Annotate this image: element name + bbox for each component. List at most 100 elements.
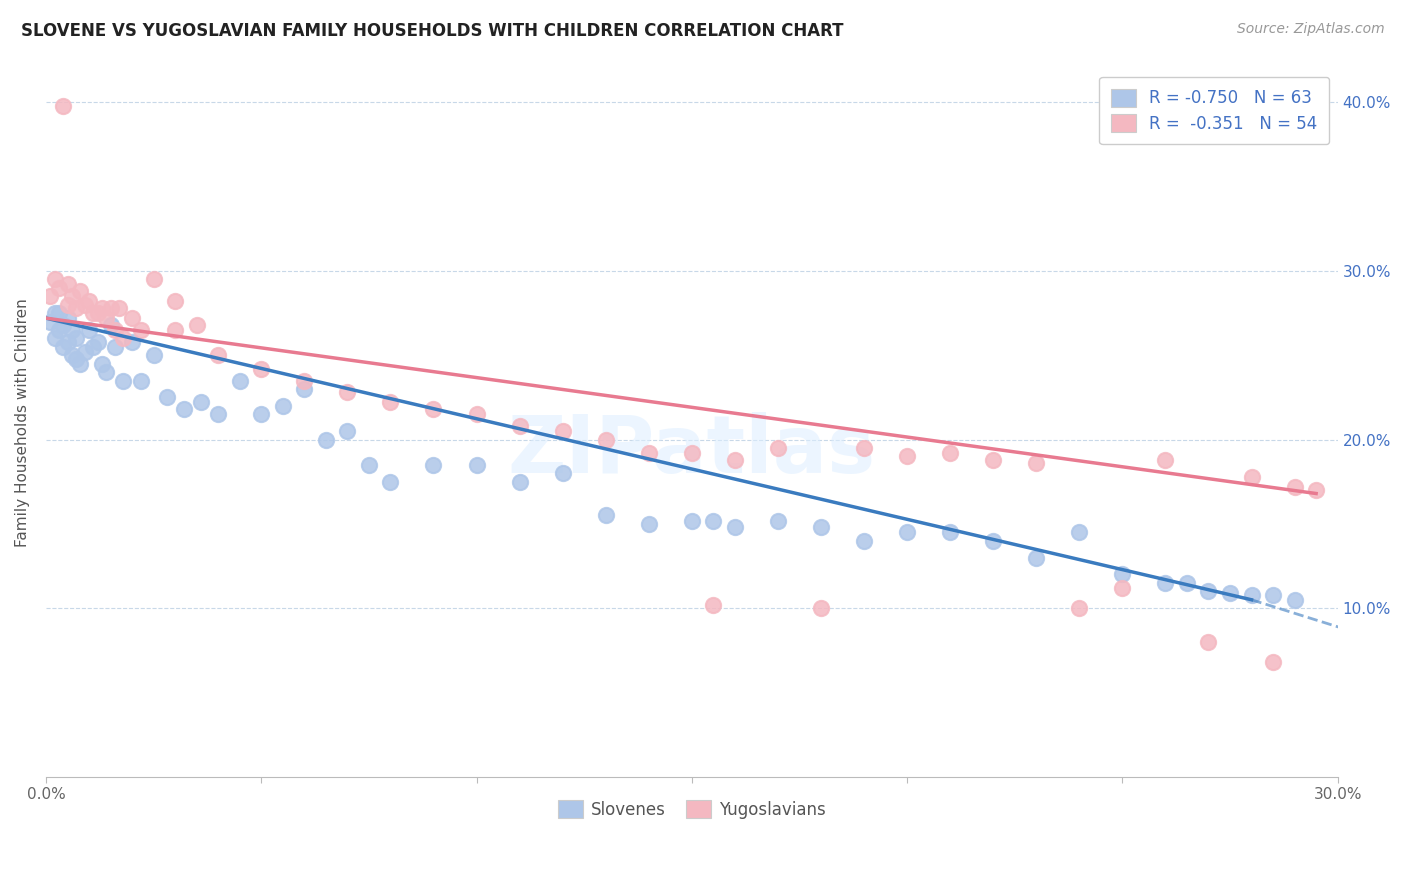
Point: [981, 533, 1004, 548]
Point: [65, 301, 87, 315]
Point: [69, 357, 91, 371]
Point: [39, 289, 62, 303]
Point: [73, 298, 96, 312]
Point: [121, 334, 143, 349]
Point: [52, 340, 75, 354]
Point: [250, 407, 273, 421]
Point: [44, 272, 66, 286]
Point: [724, 452, 747, 467]
Point: [1284, 480, 1306, 494]
Point: [155, 391, 177, 405]
Text: Source: ZipAtlas.com: Source: ZipAtlas.com: [1237, 22, 1385, 37]
Point: [336, 385, 359, 400]
Point: [1154, 452, 1177, 467]
Point: [142, 272, 165, 286]
Point: [724, 520, 747, 534]
Point: [65, 351, 87, 366]
Point: [48, 281, 70, 295]
Point: [190, 395, 212, 409]
Point: [228, 374, 250, 388]
Point: [39, 314, 62, 328]
Point: [100, 318, 122, 332]
Point: [60, 323, 83, 337]
Point: [1284, 592, 1306, 607]
Point: [56, 334, 79, 349]
Point: [56, 298, 79, 312]
Point: [129, 323, 152, 337]
Point: [48, 306, 70, 320]
Point: [73, 344, 96, 359]
Point: [112, 374, 135, 388]
Point: [52, 98, 75, 112]
Point: [1219, 586, 1241, 600]
Point: [1261, 588, 1284, 602]
Point: [86, 306, 108, 320]
Point: [380, 395, 402, 409]
Point: [1261, 655, 1284, 669]
Point: [681, 446, 703, 460]
Point: [56, 311, 79, 326]
Point: [422, 402, 444, 417]
Point: [112, 331, 135, 345]
Point: [82, 306, 104, 320]
Point: [465, 407, 488, 421]
Point: [165, 294, 187, 309]
Point: [48, 323, 70, 337]
Point: [551, 467, 574, 481]
Point: [292, 382, 315, 396]
Point: [465, 458, 488, 472]
Point: [292, 374, 315, 388]
Point: [896, 450, 918, 464]
Point: [1175, 575, 1198, 590]
Point: [1025, 550, 1047, 565]
Point: [422, 458, 444, 472]
Point: [1305, 483, 1327, 498]
Point: [65, 331, 87, 345]
Point: [91, 301, 114, 315]
Point: [810, 520, 832, 534]
Point: [853, 533, 876, 548]
Point: [165, 323, 187, 337]
Point: [1240, 588, 1263, 602]
Point: [595, 508, 617, 523]
Point: [551, 424, 574, 438]
Point: [1069, 601, 1091, 615]
Point: [702, 598, 724, 612]
Point: [129, 374, 152, 388]
Point: [1198, 635, 1220, 649]
Point: [271, 399, 294, 413]
Point: [56, 277, 79, 292]
Point: [939, 525, 962, 540]
Point: [336, 424, 359, 438]
Legend: Slovenes, Yugoslavians: Slovenes, Yugoslavians: [551, 793, 832, 825]
Point: [108, 301, 131, 315]
Point: [77, 294, 100, 309]
Point: [82, 340, 104, 354]
Point: [637, 446, 659, 460]
Point: [60, 348, 83, 362]
Point: [44, 306, 66, 320]
Point: [939, 446, 962, 460]
Point: [173, 402, 195, 417]
Point: [1025, 456, 1047, 470]
Text: SLOVENE VS YUGOSLAVIAN FAMILY HOUSEHOLDS WITH CHILDREN CORRELATION CHART: SLOVENE VS YUGOSLAVIAN FAMILY HOUSEHOLDS…: [21, 22, 844, 40]
Point: [207, 407, 229, 421]
Point: [121, 311, 143, 326]
Point: [702, 514, 724, 528]
Point: [595, 433, 617, 447]
Point: [1154, 575, 1177, 590]
Point: [810, 601, 832, 615]
Point: [1198, 584, 1220, 599]
Point: [357, 458, 380, 472]
Point: [1069, 525, 1091, 540]
Point: [104, 340, 127, 354]
Point: [315, 433, 337, 447]
Point: [91, 357, 114, 371]
Point: [1111, 581, 1133, 595]
Point: [86, 334, 108, 349]
Point: [96, 311, 118, 326]
Point: [142, 348, 165, 362]
Point: [766, 514, 789, 528]
Point: [60, 289, 83, 303]
Point: [77, 323, 100, 337]
